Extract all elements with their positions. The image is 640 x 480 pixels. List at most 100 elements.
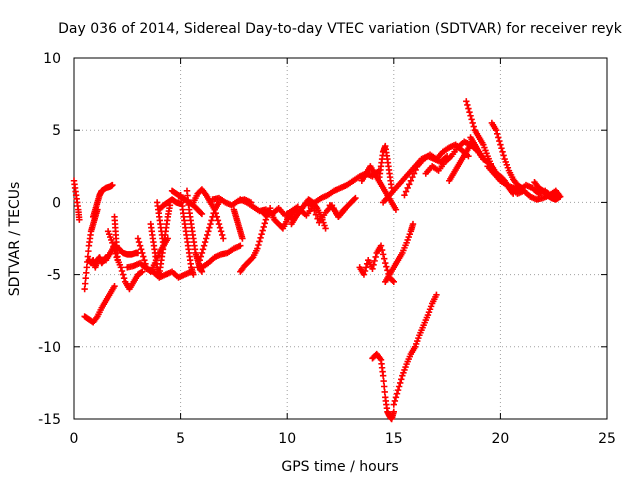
x-tick-label: 5 [176, 431, 185, 447]
data-point [556, 193, 564, 200]
series-arc-18 [194, 199, 223, 271]
data-point [465, 105, 472, 112]
data-point [256, 238, 263, 245]
data-point [200, 242, 208, 249]
data-series [70, 98, 564, 423]
data-point [199, 246, 207, 253]
data-point [379, 372, 387, 379]
data-point [371, 257, 378, 265]
data-point [392, 206, 400, 213]
data-point [390, 278, 397, 286]
data-point [360, 271, 368, 278]
series-arc-19 [198, 242, 244, 271]
data-point [81, 285, 88, 293]
data-point [220, 235, 227, 242]
series-arc-32 [382, 220, 417, 286]
data-point [396, 379, 404, 387]
data-point [391, 397, 399, 405]
data-point [433, 291, 440, 299]
series-arc-24 [258, 206, 299, 232]
data-point [389, 277, 396, 284]
data-point [259, 227, 266, 234]
data-point [463, 98, 470, 105]
series-arc-1 [70, 177, 83, 223]
data-point [195, 260, 202, 267]
data-point [351, 195, 358, 203]
series-arc-8 [111, 213, 121, 264]
data-point [207, 220, 214, 228]
data-point [197, 253, 205, 260]
data-point [190, 271, 197, 278]
series-arc-38 [446, 141, 474, 184]
data-point [409, 173, 416, 181]
data-point [383, 263, 390, 270]
y-axis-label: SDTVAR / TECUs [7, 182, 23, 297]
data-point [407, 177, 415, 184]
data-point [382, 259, 389, 267]
data-point [466, 108, 473, 116]
data-point [352, 194, 359, 202]
data-point [322, 225, 329, 232]
data-point [198, 249, 206, 257]
data-point [210, 210, 217, 217]
series-arc-4 [81, 282, 118, 326]
data-point [468, 116, 475, 123]
data-point [390, 401, 397, 408]
y-tick-labels: -15 -10 -5 0 5 10 [38, 51, 61, 428]
data-point [218, 231, 226, 239]
data-point [377, 242, 385, 249]
data-point [136, 242, 144, 249]
data-point [381, 388, 388, 396]
series-arc-21 [230, 206, 246, 242]
y-tick-label: -10 [38, 340, 61, 356]
data-point [109, 181, 116, 189]
data-point [204, 231, 211, 239]
data-point [255, 241, 262, 249]
series-arc-3 [89, 181, 116, 221]
x-axis-label: GPS time / hours [281, 459, 398, 475]
data-point [82, 275, 89, 282]
chart-title: Day 036 of 2014, Sidereal Day-to-day VTE… [58, 21, 623, 37]
data-point [394, 386, 402, 394]
series-arc-6 [102, 242, 142, 264]
data-point [83, 264, 90, 271]
data-point [494, 130, 501, 138]
data-point [114, 256, 121, 264]
data-point [81, 280, 89, 287]
data-point [217, 228, 225, 235]
x-tick-label: 20 [491, 431, 509, 447]
data-point [142, 260, 149, 267]
series-arc-44 [531, 178, 564, 203]
data-point [248, 255, 256, 262]
data-point [409, 220, 417, 228]
data-point [208, 217, 215, 224]
data-point [111, 282, 118, 290]
data-point [237, 242, 244, 249]
data-point [372, 253, 379, 261]
data-point [495, 134, 502, 141]
data-point [381, 255, 388, 262]
y-tick-label: 0 [52, 195, 61, 211]
data-point [215, 220, 223, 228]
data-point [117, 264, 125, 271]
x-tick-label: 0 [70, 431, 79, 447]
series-arc-33 [369, 350, 397, 423]
data-point [260, 223, 267, 231]
data-point [139, 249, 146, 257]
data-point [378, 246, 386, 254]
series-arc-15 [177, 191, 197, 278]
data-point [214, 217, 222, 224]
data-point [369, 265, 376, 273]
data-point [370, 261, 377, 269]
series-arc-7 [104, 228, 146, 293]
x-tick-label: 25 [598, 431, 616, 447]
data-point [205, 228, 212, 235]
series-arc-34 [390, 291, 440, 408]
y-tick-label: 10 [43, 51, 61, 67]
data-point [196, 256, 203, 264]
data-point [83, 269, 90, 276]
data-point [393, 390, 401, 397]
data-point [254, 245, 261, 252]
data-point [398, 376, 405, 383]
data-point [469, 119, 476, 127]
